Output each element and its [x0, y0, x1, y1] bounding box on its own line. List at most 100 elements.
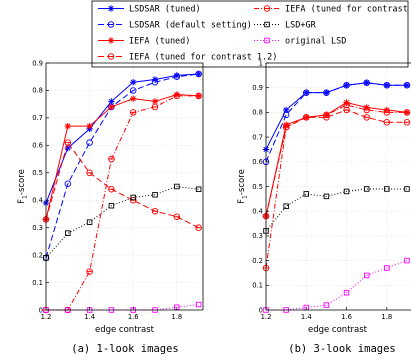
legend-label: IEFA (tuned): [129, 37, 190, 47]
y-tick-label: 0.9: [252, 84, 263, 92]
data-point: [363, 114, 370, 121]
data-point: [152, 191, 158, 198]
data-point: [195, 92, 202, 100]
x-tick-label: 1.8: [171, 313, 182, 321]
data-point: [363, 272, 370, 279]
legend-marker: [263, 5, 271, 12]
legend-label: LSDSAR (default setting): [129, 21, 252, 31]
y-tick-label: 0.5: [252, 183, 263, 191]
data-point: [403, 81, 411, 89]
data-point: [86, 268, 93, 275]
data-point: [343, 101, 350, 109]
legend-marker: [107, 53, 115, 60]
legend-entry-iefa-tuned-for-contrast-1-9: IEFA (tuned for contrast 1.9): [254, 5, 411, 15]
data-point: [195, 186, 202, 192]
legend-label: LSD+GR: [285, 21, 317, 31]
data-point: [65, 230, 71, 236]
data-point: [108, 185, 115, 193]
chart-caption: (a) 1-look images: [71, 343, 178, 355]
data-point: [86, 139, 93, 146]
data-point: [108, 155, 115, 163]
y-tick-label: 0: [39, 306, 43, 314]
data-point: [64, 122, 72, 130]
series-lsd-gr: [263, 186, 410, 234]
data-point: [151, 103, 159, 111]
y-tick-label: 0.4: [32, 197, 43, 205]
series-line: [265, 101, 408, 217]
data-point: [343, 289, 350, 296]
data-point: [151, 207, 159, 215]
data-point: [86, 169, 93, 177]
y-tick-label: 0.5: [32, 169, 43, 177]
data-point: [403, 119, 411, 126]
y-tick-label: 0.8: [32, 87, 43, 95]
data-point: [303, 191, 310, 197]
series-line: [265, 82, 407, 162]
data-point: [130, 194, 136, 201]
data-point: [383, 109, 391, 116]
data-point: [86, 219, 93, 225]
data-point: [130, 95, 137, 102]
data-point: [323, 302, 330, 308]
data-point: [343, 106, 350, 114]
x-tick-label: 1.6: [128, 313, 139, 321]
data-point: [383, 81, 391, 89]
series-original-lsd: [43, 301, 202, 313]
legend-label: IEFA (tuned for contrast 1.2): [129, 53, 277, 63]
x-tick-label: 1.4: [84, 313, 95, 321]
series-iefa-tuned: [42, 91, 202, 223]
data-point: [343, 188, 350, 195]
y-tick-label: 0.2: [32, 251, 43, 259]
data-point: [174, 183, 180, 190]
data-point: [384, 186, 390, 192]
series-lsdsar-default-setting: [42, 70, 202, 262]
data-point: [404, 186, 410, 192]
y-tick-label: 0.9: [32, 59, 43, 67]
legend-label: original LSD: [285, 37, 346, 47]
data-point: [195, 301, 202, 308]
data-point: [323, 89, 330, 96]
data-point: [129, 109, 137, 116]
x-tick-label: 1.2: [261, 313, 272, 321]
data-point: [195, 224, 202, 231]
data-point: [343, 81, 350, 89]
data-point: [404, 257, 410, 264]
legend-entry-lsd-gr: LSD+GR: [254, 21, 317, 31]
series-lsd-gr: [43, 183, 202, 261]
series-line: [45, 94, 199, 220]
y-tick-label: 0.3: [32, 224, 43, 232]
series-line: [46, 95, 199, 311]
y-tick-label: 0.3: [252, 232, 263, 240]
x-axis-label: edge contrast: [308, 325, 368, 335]
data-point: [363, 106, 370, 114]
y-tick-label: 0.4: [252, 208, 263, 216]
data-point: [282, 106, 290, 114]
series-line: [45, 73, 199, 204]
series-lsdsar-default-setting: [262, 79, 411, 166]
data-point: [282, 123, 290, 131]
data-point: [64, 180, 72, 188]
series-line: [45, 185, 199, 259]
data-point: [195, 70, 202, 78]
data-point: [303, 89, 310, 96]
chart-3-look: 0 0.1 0.2 0.3 0.4 0.5 0.6 0.7 0.8 0.9 1 1.2 1.4 1.6 1.…: [237, 59, 411, 355]
data-point: [108, 103, 115, 111]
x-tick-label: 1.2: [41, 313, 52, 321]
data-point: [64, 144, 72, 152]
series-lsdsar-tuned: [262, 79, 411, 153]
series-line: [265, 109, 407, 217]
legend-marker: [264, 37, 270, 44]
x-axis-label: edge contrast: [95, 325, 155, 335]
data-point: [173, 72, 181, 79]
y-tick-label: 0.6: [32, 142, 43, 150]
data-point: [173, 91, 181, 98]
data-point: [151, 78, 159, 86]
data-point: [403, 109, 411, 116]
y-axis-label: F1-score: [17, 169, 29, 204]
series-line: [265, 188, 407, 232]
legend-entry-iefa-tuned-for-contrast-1-2: IEFA (tuned for contrast 1.2): [98, 53, 277, 63]
y-tick-label: 1: [259, 59, 263, 67]
data-point: [151, 98, 159, 105]
data-point: [403, 82, 411, 89]
